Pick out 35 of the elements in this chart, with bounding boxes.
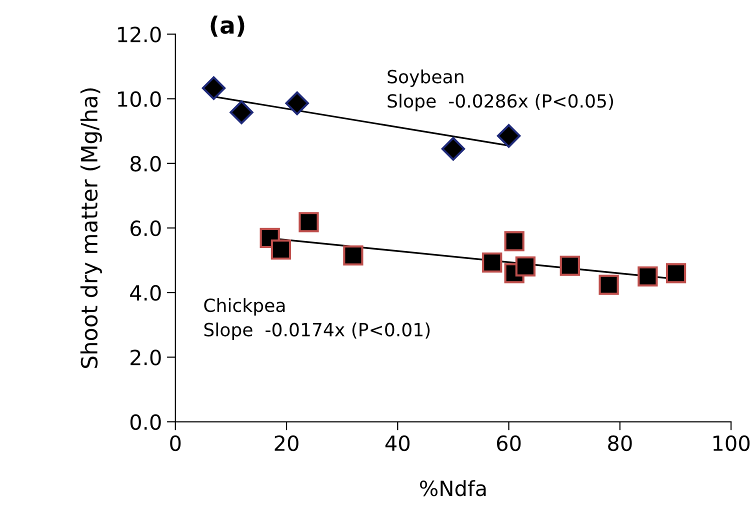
y-axis-title: Shoot dry matter (Mg/ha) (80, 88, 102, 368)
point (202, 76, 226, 100)
x-tick-label: 80 (608, 435, 632, 452)
chart-title: (a) (210, 16, 244, 37)
text: Soybean (388, 69, 464, 87)
y-tick-label: 0.0 (130, 414, 161, 430)
point (598, 274, 619, 295)
point (515, 256, 536, 276)
point (560, 256, 580, 276)
y-tick-label: 8.0 (130, 156, 161, 172)
point (270, 240, 292, 260)
x-axis-title: %Ndfa (420, 480, 486, 496)
point (638, 266, 658, 286)
point (230, 100, 254, 124)
point (666, 263, 686, 284)
point (496, 124, 521, 148)
y-tick-label: 2.0 (130, 350, 161, 366)
y-tick-label: 4.0 (130, 285, 161, 301)
point (285, 91, 309, 116)
x-tick-label: 0 (170, 435, 181, 452)
point (441, 136, 466, 161)
y-tick-label: 12.0 (118, 26, 161, 42)
x-tick-label: 40 (385, 435, 410, 452)
point (343, 245, 364, 266)
x-tick-label: 60 (496, 435, 521, 452)
text: Chickpea (204, 298, 285, 316)
point (504, 231, 524, 252)
annotation: Slope -0.0286x (P<0.05) (388, 94, 613, 112)
point (482, 252, 502, 273)
x-tick-label: 100 (713, 435, 750, 452)
y-tick-label: 10.0 (118, 91, 161, 107)
point (298, 212, 319, 232)
y-tick-label: 6.0 (130, 220, 161, 236)
annotation: Slope -0.0174x (P<0.01) (204, 322, 430, 340)
x-tick-label: 20 (274, 435, 298, 452)
